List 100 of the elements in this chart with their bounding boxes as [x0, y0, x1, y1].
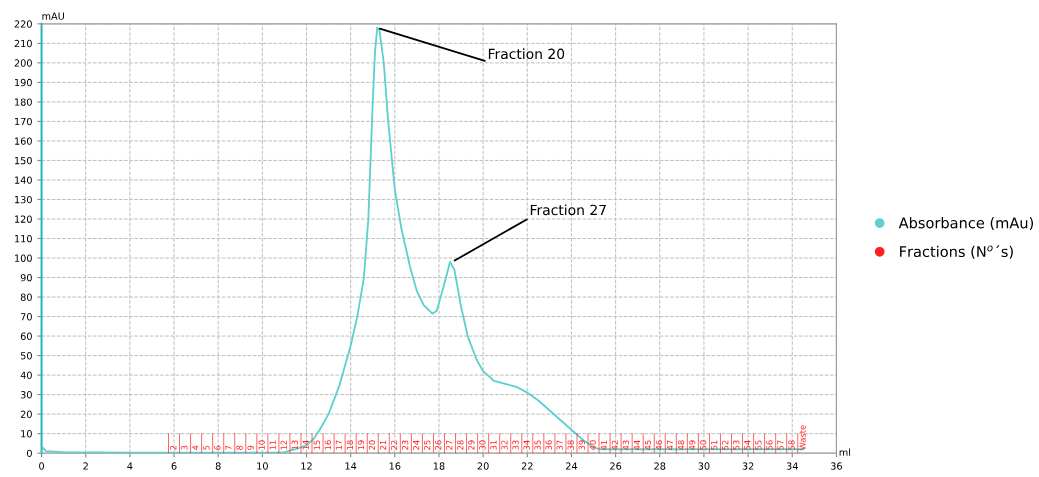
- x-tick-label: 32: [742, 462, 754, 470]
- x2-tick-label: 46: [655, 440, 663, 450]
- y-tick-label: 60: [20, 332, 32, 340]
- x2-tick-label: 4: [192, 445, 199, 450]
- x2-tick-label: 35: [534, 440, 541, 450]
- x2-tick-label: 43: [622, 440, 630, 450]
- x2-tick-label: 3: [181, 445, 188, 450]
- x2-tick-label: 45: [644, 440, 652, 450]
- y-tick-label: 150: [15, 156, 32, 165]
- x2-tick-label: 7: [225, 445, 232, 450]
- y-tick-label: 180: [15, 98, 32, 106]
- annotation: Fraction 20: [488, 48, 565, 60]
- x-tick-label: 24: [565, 462, 578, 470]
- x2-tick-label: 36: [545, 440, 552, 450]
- x-tick-label: 8: [215, 462, 221, 470]
- x-tick-label: 34: [786, 462, 798, 470]
- x-tick-label: 28: [654, 462, 666, 470]
- x2-tick-label: 52: [722, 440, 729, 450]
- x2-tick-label: 24: [413, 440, 420, 450]
- x2-tick-label: 15: [313, 440, 320, 450]
- y-tick-label: 110: [15, 234, 32, 243]
- x2-tick-label: 54: [744, 440, 751, 450]
- x2-tick-label: 39: [578, 440, 585, 450]
- y-tick-label: 40: [20, 371, 32, 379]
- annotation: Fraction 27: [530, 204, 606, 216]
- x2-tick-label: 57: [777, 440, 784, 450]
- y-tick-label: 30: [20, 391, 32, 399]
- y-tick-label: 100: [15, 254, 32, 262]
- y-tick-label: 80: [20, 293, 32, 301]
- x2-tick-label: 30: [479, 440, 486, 450]
- x2-tick-label: 34: [523, 440, 530, 450]
- y-tick-label: 170: [15, 117, 32, 126]
- x2-tick-label: 31: [490, 440, 497, 450]
- x2-tick-label: 5: [203, 445, 210, 450]
- x2-tick-label: 50: [700, 440, 707, 450]
- x2-tick-label: 41: [600, 440, 607, 450]
- x-tick-label: 26: [610, 462, 622, 470]
- x-tick-label: 20: [477, 462, 489, 470]
- y-tick-label: 20: [20, 410, 32, 418]
- x-tick-label: 22: [521, 462, 533, 470]
- x-tick-label: 2: [83, 462, 88, 470]
- x-axis-title: ml: [839, 448, 851, 456]
- x2-tick-label: Waste: [799, 425, 806, 451]
- y-tick-label: 220: [14, 20, 32, 28]
- x2-tick-label: 48: [677, 440, 685, 450]
- x2-tick-label: 47: [667, 440, 674, 450]
- x-tick-label: 30: [698, 462, 710, 470]
- x2-tick-label: 10: [258, 440, 265, 450]
- x-tick-label: 18: [433, 462, 445, 470]
- x2-tick-label: 26: [435, 440, 442, 450]
- x2-tick-label: 16: [324, 440, 331, 450]
- x2-tick-label: 13: [291, 440, 298, 450]
- x2-tick-label: 49: [689, 440, 696, 450]
- y-tick-label: 90: [20, 274, 32, 282]
- x2-tick-label: 55: [755, 440, 762, 450]
- x2-tick-label: 38: [567, 440, 574, 450]
- x-tick-label: 36: [830, 462, 842, 470]
- x2-tick-label: 2: [170, 445, 177, 450]
- x2-tick-label: 19: [357, 440, 365, 450]
- x2-tick-label: 23: [401, 440, 409, 450]
- x2-tick-label: 29: [468, 440, 475, 450]
- x-tick-label: 0: [39, 462, 45, 470]
- y-axis-title: mAU: [42, 12, 64, 20]
- x2-tick-label: 17: [335, 440, 342, 450]
- legend-label: Absorbance (mAu): [898, 217, 1034, 231]
- x2-tick-label: 58: [788, 440, 795, 450]
- x2-tick-label: 56: [766, 440, 773, 450]
- x2-tick-label: 20: [368, 440, 376, 450]
- x2-tick-label: 32: [501, 440, 508, 450]
- legend-label: Fractions (N$^{o}$´s): [900, 245, 1013, 259]
- x2-tick-label: 33: [512, 440, 519, 450]
- x-tick-label: 10: [257, 462, 268, 470]
- x2-tick-label: 9: [247, 445, 254, 450]
- x2-tick-label: 25: [424, 440, 431, 450]
- y-tick-label: 0: [26, 449, 32, 457]
- x2-tick-label: 8: [236, 445, 243, 450]
- x2-tick-label: 14: [302, 440, 309, 450]
- x2-tick-label: 27: [446, 440, 453, 450]
- y-tick-label: 10: [21, 430, 32, 438]
- x2-tick-label: 18: [346, 440, 354, 450]
- y-tick-label: 160: [15, 137, 32, 145]
- x2-tick-label: 40: [589, 440, 596, 450]
- y-tick-label: 70: [20, 313, 32, 321]
- x2-tick-label: 51: [711, 440, 718, 450]
- x-tick-label: 6: [171, 462, 177, 470]
- y-tick-label: 190: [15, 78, 32, 87]
- x2-tick-label: 42: [611, 440, 618, 450]
- x-tick-label: 16: [389, 462, 401, 470]
- x-tick-label: 14: [345, 462, 357, 470]
- y-tick-label: 210: [14, 39, 32, 48]
- x-tick-label: 12: [301, 462, 312, 470]
- x2-tick-label: 6: [214, 445, 221, 450]
- x2-tick-label: 11: [269, 440, 276, 450]
- x2-tick-label: 28: [457, 440, 464, 450]
- x2-tick-label: 12: [280, 440, 287, 450]
- x2-tick-label: 44: [633, 440, 640, 450]
- y-tick-label: 200: [14, 59, 32, 67]
- x2-tick-label: 22: [390, 440, 398, 450]
- x-tick-label: 4: [127, 462, 133, 470]
- x2-tick-label: 53: [733, 440, 740, 450]
